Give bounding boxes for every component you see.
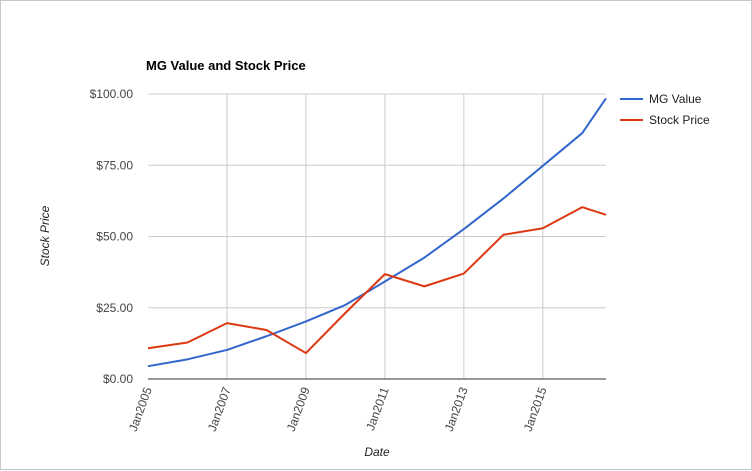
x-axis-ticks: Jan2005 Jan2007 Jan2009 Jan2011 Jan2013 Jan20… (126, 385, 550, 433)
x-tick-label: Jan2015 (521, 385, 550, 433)
chart-title: MG Value and Stock Price (146, 58, 306, 73)
y-tick-label: $75.00 (96, 158, 133, 172)
grid (148, 93, 606, 379)
y-tick-label: $25.00 (96, 301, 133, 315)
series-line-stock-price (147, 206, 607, 355)
legend-label: MG Value (649, 92, 702, 106)
y-tick-label: $50.00 (96, 230, 133, 244)
y-tick-label: $0.00 (103, 372, 133, 386)
x-tick-label: Jan2005 (126, 385, 155, 433)
y-axis-title: Stock Price (38, 205, 52, 266)
legend: MG Value Stock Price (620, 92, 710, 127)
legend-label: Stock Price (649, 113, 710, 127)
x-axis-title: Date (364, 445, 390, 459)
x-tick-label: Jan2007 (205, 385, 234, 433)
y-tick-label: $100.00 (90, 87, 134, 101)
y-axis-ticks: $0.00 $25.00 $50.00 $75.00 $100.00 (90, 87, 134, 386)
x-tick-label: Jan2011 (363, 385, 392, 433)
x-tick-label: Jan2013 (442, 385, 471, 433)
series-line-mg-value (147, 97, 607, 368)
series-lines (147, 97, 607, 368)
x-tick-label: Jan2009 (284, 385, 313, 433)
